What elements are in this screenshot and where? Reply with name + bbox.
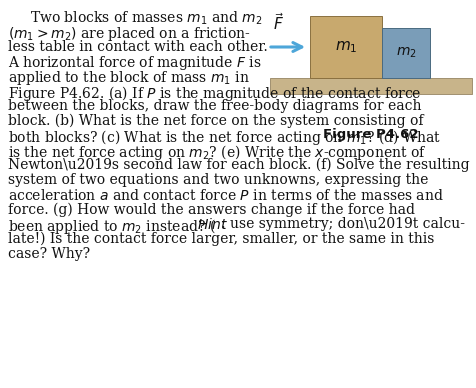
Text: is the net force acting on $m_2$? (e) Write the $x$-component of: is the net force acting on $m_2$? (e) Wr… [8,143,426,162]
Text: Two blocks of masses $m_1$ and $m_2$: Two blocks of masses $m_1$ and $m_2$ [30,10,262,28]
Text: case? Why?: case? Why? [8,247,90,261]
Text: : use symmetry; don\u2019t calcu-: : use symmetry; don\u2019t calcu- [221,217,465,231]
Text: acceleration $a$ and contact force $P$ in terms of the masses and: acceleration $a$ and contact force $P$ i… [8,188,444,203]
Text: block. (b) What is the net force on the system consisting of: block. (b) What is the net force on the … [8,114,424,128]
Bar [310,16,382,78]
Text: between the blocks, draw the free-body diagrams for each: between the blocks, draw the free-body d… [8,99,422,113]
Text: both blocks? (c) What is the net force acting on $m_1$? (d) What: both blocks? (c) What is the net force a… [8,128,441,147]
Text: $\vec{F}$: $\vec{F}$ [273,12,284,33]
Bar [270,78,472,94]
Text: less table in contact with each other.: less table in contact with each other. [8,40,268,54]
Text: force. (g) How would the answers change if the force had: force. (g) How would the answers change … [8,203,415,217]
Text: A horizontal force of magnitude $F$ is: A horizontal force of magnitude $F$ is [8,54,261,73]
Text: system of two equations and two unknowns, expressing the: system of two equations and two unknowns… [8,173,428,187]
Text: $\mathit{Hint}$: $\mathit{Hint}$ [197,217,228,232]
Text: $m_2$: $m_2$ [396,46,416,60]
Text: $m_1$: $m_1$ [335,39,357,55]
Text: Figure P4.62. (a) If $P$ is the magnitude of the contact force: Figure P4.62. (a) If $P$ is the magnitud… [8,84,421,103]
Text: been applied to $m_2$ instead? (: been applied to $m_2$ instead? ( [8,217,216,236]
Text: applied to the block of mass $m_1$ in: applied to the block of mass $m_1$ in [8,69,250,87]
Bar [382,28,430,78]
Text: Figure P4.62: Figure P4.62 [323,128,419,141]
Text: $(m_1 > m_2)$ are placed on a friction-: $(m_1 > m_2)$ are placed on a friction- [8,25,251,43]
Text: Newton\u2019s second law for each block. (f) Solve the resulting: Newton\u2019s second law for each block.… [8,158,470,172]
Text: late!) Is the contact force larger, smaller, or the same in this: late!) Is the contact force larger, smal… [8,232,435,246]
